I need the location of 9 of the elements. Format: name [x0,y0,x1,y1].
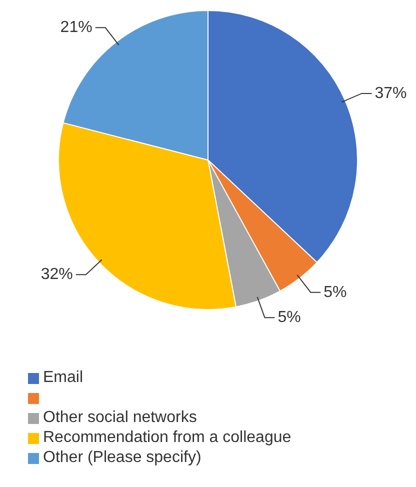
data-label: 32% [40,266,73,284]
legend-label: Other social networks [43,408,197,428]
data-label: 5% [278,309,301,326]
data-label: 21% [60,19,92,36]
legend-label: Recommendation from a colleague [43,428,292,448]
legend-label: Email [43,368,84,388]
data-label: 37% [374,84,407,102]
legend-label: Other (Please specify) [43,448,202,468]
data-label: 5% [324,284,347,301]
